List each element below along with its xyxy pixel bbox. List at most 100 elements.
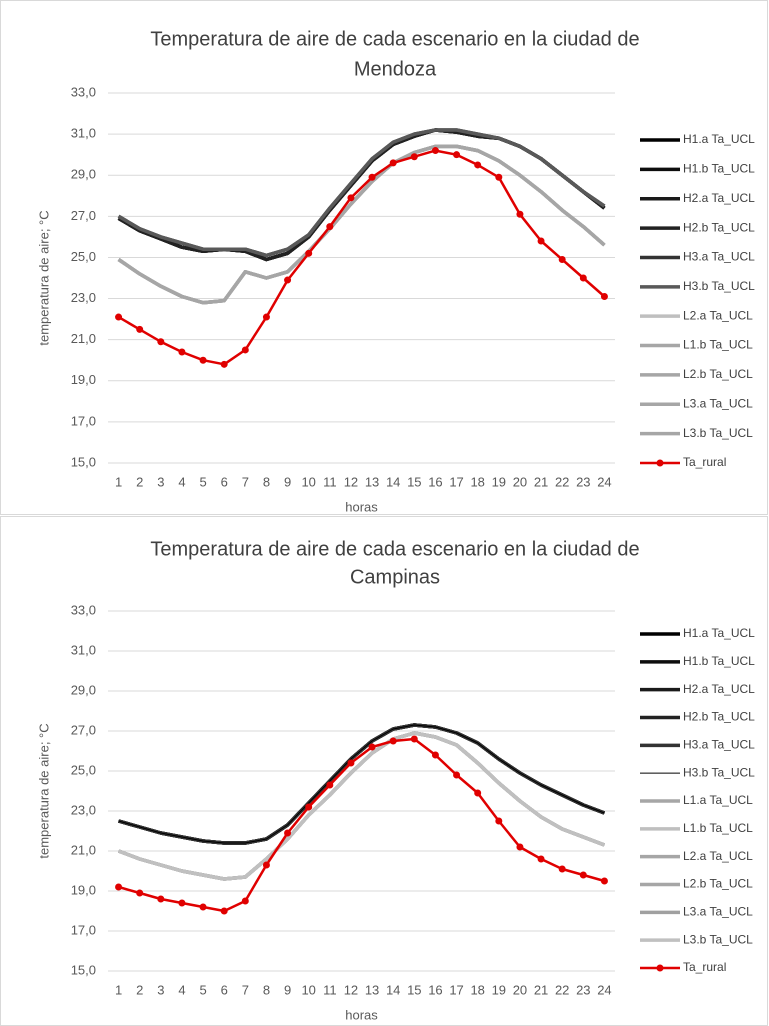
data-point xyxy=(495,173,503,181)
series-line xyxy=(118,723,606,845)
y-tick-label: 25,0 xyxy=(71,762,96,777)
chart-title: Campinas xyxy=(350,566,440,588)
legend-label: H1.b Ta_UCL xyxy=(683,654,755,668)
series-line xyxy=(118,723,606,845)
x-tick-label: 2 xyxy=(136,982,143,997)
y-tick-label: 17,0 xyxy=(71,922,96,937)
chart-title: Temperatura de aire de cada escenario en… xyxy=(150,28,639,50)
data-point xyxy=(305,803,313,811)
data-point xyxy=(220,360,228,368)
data-point xyxy=(305,249,313,257)
x-tick-label: 7 xyxy=(242,474,249,489)
x-tick-label: 5 xyxy=(199,474,206,489)
chart-frame xyxy=(0,0,768,515)
legend-label: H3.a Ta_UCL xyxy=(683,738,755,752)
y-tick-label: 15,0 xyxy=(71,962,96,977)
y-tick-label: 31,0 xyxy=(71,642,96,657)
data-point xyxy=(453,151,461,159)
data-point xyxy=(199,356,207,364)
x-tick-label: 9 xyxy=(284,982,291,997)
x-tick-label: 13 xyxy=(365,982,379,997)
series-line xyxy=(118,723,606,845)
data-point xyxy=(600,293,608,300)
data-point xyxy=(136,325,144,333)
legend-label: L2.b Ta_UCL xyxy=(683,367,753,381)
x-tick-label: 15 xyxy=(407,982,421,997)
y-tick-label: 27,0 xyxy=(71,208,96,223)
chart: 15,0 17,0 19,0 21,0 23,0 25,0 27,0 29,0 31,0 33,0… xyxy=(0,0,768,515)
data-point xyxy=(157,895,165,903)
legend-label: H3.b Ta_UCL xyxy=(683,279,755,293)
data-point xyxy=(199,903,207,911)
x-tick-label: 11 xyxy=(323,474,337,489)
data-point xyxy=(537,237,545,245)
x-tick-label: 24 xyxy=(597,474,611,489)
x-tick-label: 23 xyxy=(576,982,590,997)
series-line xyxy=(118,723,606,845)
data-point xyxy=(115,313,123,321)
chart-title: Mendoza xyxy=(354,58,437,80)
data-point xyxy=(537,855,545,863)
legend-label: L3.a Ta_UCL xyxy=(683,396,753,410)
x-tick-label: 17 xyxy=(449,982,463,997)
data-point xyxy=(431,751,439,759)
legend-label: L1.a Ta_UCL xyxy=(683,793,753,807)
data-point xyxy=(262,861,270,869)
data-point xyxy=(410,153,418,161)
legend-label: H1.a Ta_UCL xyxy=(683,132,755,146)
data-point xyxy=(579,274,587,282)
data-point xyxy=(157,338,165,346)
x-tick-label: 4 xyxy=(178,474,185,489)
data-point xyxy=(241,346,249,354)
x-tick-label: 8 xyxy=(263,982,270,997)
data-point xyxy=(241,897,249,905)
data-point xyxy=(410,735,418,743)
data-point xyxy=(347,759,355,767)
x-tick-label: 20 xyxy=(513,982,527,997)
legend-label: L2.b Ta_UCL xyxy=(683,877,753,891)
series-line xyxy=(118,737,605,913)
x-tick-label: 4 xyxy=(178,982,185,997)
y-tick-label: 27,0 xyxy=(71,722,96,737)
x-tick-label: 15 xyxy=(407,474,421,489)
y-tick-label: 29,0 xyxy=(71,167,96,182)
data-point xyxy=(474,789,482,797)
data-point xyxy=(600,877,608,885)
x-tick-label: 5 xyxy=(199,982,206,997)
x-axis-title: horas xyxy=(345,1007,378,1022)
y-tick-label: 23,0 xyxy=(71,290,96,305)
data-point xyxy=(389,159,397,167)
data-point xyxy=(579,871,587,879)
y-axis-title: temperatura de aire; °C xyxy=(36,210,51,345)
data-point xyxy=(284,829,292,837)
x-tick-label: 2 xyxy=(136,474,143,489)
x-tick-label: 10 xyxy=(301,982,315,997)
data-point xyxy=(284,276,292,284)
series-line xyxy=(117,128,606,258)
x-tick-label: 18 xyxy=(470,474,484,489)
x-tick-label: 3 xyxy=(157,474,164,489)
data-point xyxy=(558,865,566,873)
legend-label: Ta_rural xyxy=(683,455,726,469)
x-tick-label: 12 xyxy=(344,982,358,997)
x-tick-label: 16 xyxy=(428,474,442,489)
series-line xyxy=(117,731,606,881)
y-tick-label: 17,0 xyxy=(71,413,96,428)
x-tick-label: 21 xyxy=(534,982,548,997)
y-tick-label: 19,0 xyxy=(71,882,96,897)
y-tick-label: 15,0 xyxy=(71,454,96,469)
data-point xyxy=(220,907,228,915)
x-tick-label: 16 xyxy=(428,982,442,997)
x-tick-label: 8 xyxy=(263,474,270,489)
x-tick-label: 14 xyxy=(386,474,400,489)
x-tick-label: 19 xyxy=(492,474,506,489)
x-tick-label: 17 xyxy=(449,474,463,489)
y-tick-label: 21,0 xyxy=(71,331,96,346)
x-tick-label: 13 xyxy=(365,474,379,489)
legend-label: H2.a Ta_UCL xyxy=(683,191,755,205)
data-point xyxy=(558,256,566,263)
x-tick-label: 22 xyxy=(555,982,569,997)
legend-label: H3.a Ta_UCL xyxy=(683,250,755,264)
data-point xyxy=(326,223,334,231)
